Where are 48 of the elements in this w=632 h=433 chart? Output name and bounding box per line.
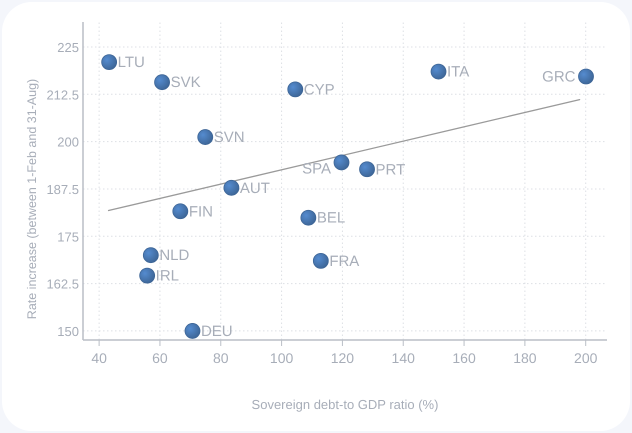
y-tick-label: 200	[57, 134, 79, 150]
x-tick-label: 160	[452, 350, 476, 366]
annotation: ITA	[447, 64, 470, 81]
x-tick-label: 100	[270, 350, 294, 366]
annotation: SPA	[302, 160, 332, 178]
y-axis-title: Rate increase (between 1-Feb and 31-Aug)	[25, 78, 39, 320]
x-tick-label: 180	[513, 350, 537, 366]
annotation: LTU	[118, 54, 145, 72]
point	[172, 203, 188, 220]
point	[101, 54, 118, 70]
point	[197, 129, 214, 145]
annotation: FIN	[188, 203, 213, 220]
annotation: PRT	[376, 161, 406, 178]
x-tick-label: 40	[91, 350, 108, 366]
point	[578, 68, 594, 84]
point	[300, 210, 316, 226]
annotation: CYP	[304, 81, 335, 98]
y-tick-label: 150	[57, 324, 79, 339]
point	[139, 268, 156, 284]
annotation: DEU	[200, 322, 233, 340]
annotation: IRL	[156, 268, 180, 285]
x-tick-label: 120	[330, 350, 354, 366]
y-tick-label: 187.5	[46, 182, 79, 197]
point	[312, 252, 329, 269]
annotation: SVK	[170, 74, 201, 92]
point	[334, 154, 350, 170]
annotation: AUT	[240, 180, 270, 197]
annotation: SVN	[214, 129, 245, 146]
point	[287, 81, 304, 98]
x-tick-label: 140	[392, 350, 416, 366]
point	[430, 64, 446, 80]
y-tick-label: 175	[57, 229, 79, 244]
point	[154, 74, 170, 90]
y-tick-label: 212.5	[46, 87, 79, 102]
x-tick-label: 200	[574, 350, 598, 366]
point	[142, 247, 159, 264]
y-tick-label: 225	[57, 40, 79, 55]
annotation: NLD	[159, 247, 190, 264]
x-axis-title: Sovereign debt-to GDP ratio (%)	[252, 397, 438, 412]
annotation: BEL	[316, 210, 346, 227]
x-tick-label: 80	[212, 350, 229, 366]
y-tick-label: 162.5	[46, 276, 79, 292]
annotation: FRA	[329, 252, 360, 270]
point	[184, 323, 200, 339]
point	[359, 161, 375, 178]
point	[224, 180, 240, 196]
x-tick-label: 60	[152, 350, 168, 366]
annotation: GRC	[542, 68, 576, 86]
